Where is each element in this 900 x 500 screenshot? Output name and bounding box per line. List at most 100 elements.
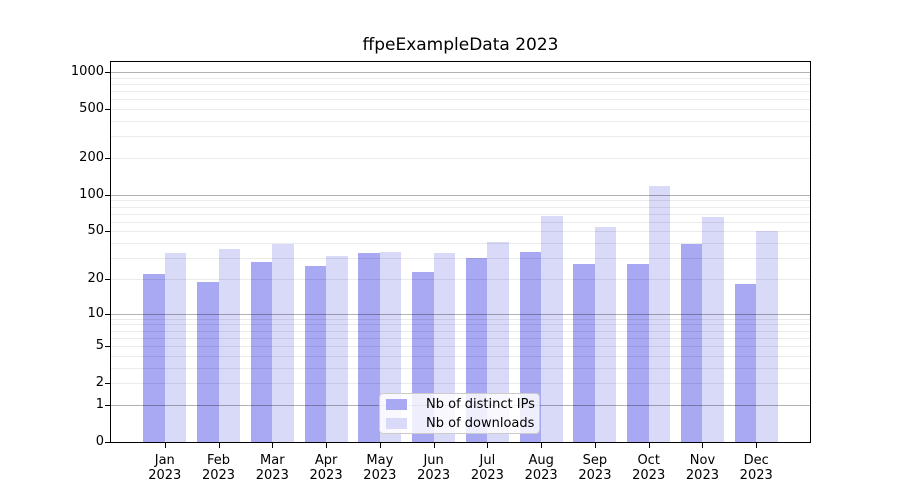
y-tick-label-200: 200: [79, 150, 104, 166]
y-tick-mark-10: [105, 313, 110, 315]
legend-swatch-distinct-ips: [386, 398, 407, 410]
x-tick-mark-oct: [648, 443, 650, 448]
gridline-minor-4: [111, 355, 810, 357]
x-tick-label-apr: Apr 2023: [294, 453, 358, 483]
gridline-major-1000: [111, 72, 810, 74]
gridline-minor-300: [111, 136, 810, 138]
x-tick-month-sep: Sep: [582, 453, 608, 468]
bar-nov-distinct-ips: [680, 244, 703, 442]
x-tick-year-apr: 2023: [309, 468, 343, 483]
gridline-minor-800: [111, 83, 810, 85]
bar-jul-downloads: [487, 241, 509, 442]
x-tick-month-dec: Dec: [743, 453, 769, 468]
bar-nov-downloads: [702, 216, 724, 442]
gridline-minor-20: [111, 278, 810, 280]
y-tick-mark-100: [105, 194, 110, 196]
bar-may-distinct-ips: [358, 253, 380, 442]
plot-area: [110, 61, 811, 443]
y-tick-label-2: 2: [95, 375, 104, 391]
gridline-minor-9: [111, 318, 810, 320]
x-tick-year-nov: 2023: [685, 468, 719, 483]
x-tick-year-feb: 2023: [201, 468, 236, 483]
gridline-minor-40: [111, 243, 810, 245]
chart-title: ffpeExampleData 2023: [362, 35, 559, 55]
gridline-minor-7: [111, 330, 810, 332]
bar-apr-distinct-ips: [304, 265, 327, 442]
legend-swatch-downloads: [386, 417, 407, 429]
bar-apr-downloads: [326, 256, 348, 442]
gridline-minor-900: [111, 77, 810, 79]
bar-feb-downloads: [218, 248, 241, 442]
legend-label-downloads: Nb of downloads: [426, 415, 535, 431]
x-tick-mark-sep: [594, 443, 596, 448]
gridline-minor-80: [111, 206, 810, 208]
legend-label-distinct-ips: Nb of distinct IPs: [426, 396, 535, 412]
x-tick-month-oct: Oct: [637, 453, 660, 468]
gridline-minor-600: [111, 99, 810, 101]
gridline-minor-2: [111, 383, 810, 385]
x-tick-mark-may: [379, 443, 381, 448]
x-tick-mark-mar: [272, 443, 274, 448]
x-tick-year-aug: 2023: [524, 468, 558, 483]
y-tick-label-5: 5: [95, 338, 104, 354]
x-tick-month-jun: Jun: [423, 453, 444, 468]
gridline-minor-90: [111, 200, 810, 202]
x-tick-label-sep: Sep 2023: [563, 453, 627, 483]
x-tick-label-oct: Oct 2023: [617, 453, 681, 483]
x-tick-label-may: May 2023: [348, 453, 412, 483]
bar-jan-downloads: [164, 253, 187, 442]
y-tick-label-500: 500: [79, 101, 104, 117]
bar-feb-distinct-ips: [197, 281, 219, 442]
x-tick-year-jul: 2023: [470, 468, 504, 483]
x-tick-month-feb: Feb: [207, 453, 231, 468]
y-tick-mark-0: [105, 442, 110, 443]
x-tick-year-oct: 2023: [632, 468, 666, 483]
x-tick-month-mar: Mar: [260, 453, 285, 468]
y-tick-mark-1: [105, 404, 110, 406]
gridline-minor-30: [111, 258, 810, 260]
x-tick-mark-feb: [218, 443, 220, 448]
x-tick-year-sep: 2023: [578, 468, 612, 483]
x-tick-year-may: 2023: [363, 468, 397, 483]
y-tick-label-100: 100: [79, 186, 104, 202]
gridline-minor-5: [111, 346, 810, 348]
y-tick-label-50: 50: [87, 223, 104, 239]
gridline-minor-3: [111, 367, 810, 369]
gridline-minor-400: [111, 121, 810, 123]
x-tick-label-feb: Feb 2023: [187, 453, 251, 483]
x-tick-month-nov: Nov: [689, 453, 716, 468]
y-tick-mark-500: [105, 109, 110, 111]
x-tick-year-jan: 2023: [148, 468, 182, 483]
x-tick-label-jan: Jan 2023: [133, 453, 197, 483]
bar-sep-distinct-ips: [573, 263, 595, 442]
bar-dec-distinct-ips: [734, 284, 757, 442]
gridline-minor-8: [111, 324, 810, 326]
bar-sep-downloads: [594, 227, 617, 442]
gridline-minor-50: [111, 231, 810, 233]
gridline-minor-70: [111, 213, 810, 215]
y-tick-label-20: 20: [87, 270, 104, 286]
y-tick-mark-200: [105, 158, 110, 160]
x-tick-mark-jun: [433, 443, 435, 448]
x-tick-month-jan: Jan: [154, 453, 175, 468]
x-tick-month-jul: Jul: [479, 453, 496, 468]
x-tick-label-jul: Jul 2023: [455, 453, 519, 483]
x-tick-year-jun: 2023: [417, 468, 451, 483]
x-tick-mark-jul: [487, 443, 489, 448]
x-tick-month-aug: Aug: [528, 453, 554, 468]
x-tick-mark-dec: [756, 443, 758, 448]
y-tick-label-1000: 1000: [70, 64, 104, 80]
bar-mar-distinct-ips: [250, 261, 273, 442]
x-tick-mark-nov: [702, 443, 704, 448]
x-tick-year-dec: 2023: [739, 468, 773, 483]
gridline-minor-6: [111, 337, 810, 339]
y-tick-mark-50: [105, 231, 110, 233]
x-tick-mark-jan: [164, 443, 166, 448]
y-tick-label-1: 1: [95, 396, 104, 412]
x-tick-year-mar: 2023: [255, 468, 289, 483]
y-tick-label-0: 0: [95, 434, 104, 449]
gridline-minor-500: [111, 109, 810, 111]
bar-mar-downloads: [272, 244, 294, 442]
bar-oct-distinct-ips: [627, 263, 649, 442]
